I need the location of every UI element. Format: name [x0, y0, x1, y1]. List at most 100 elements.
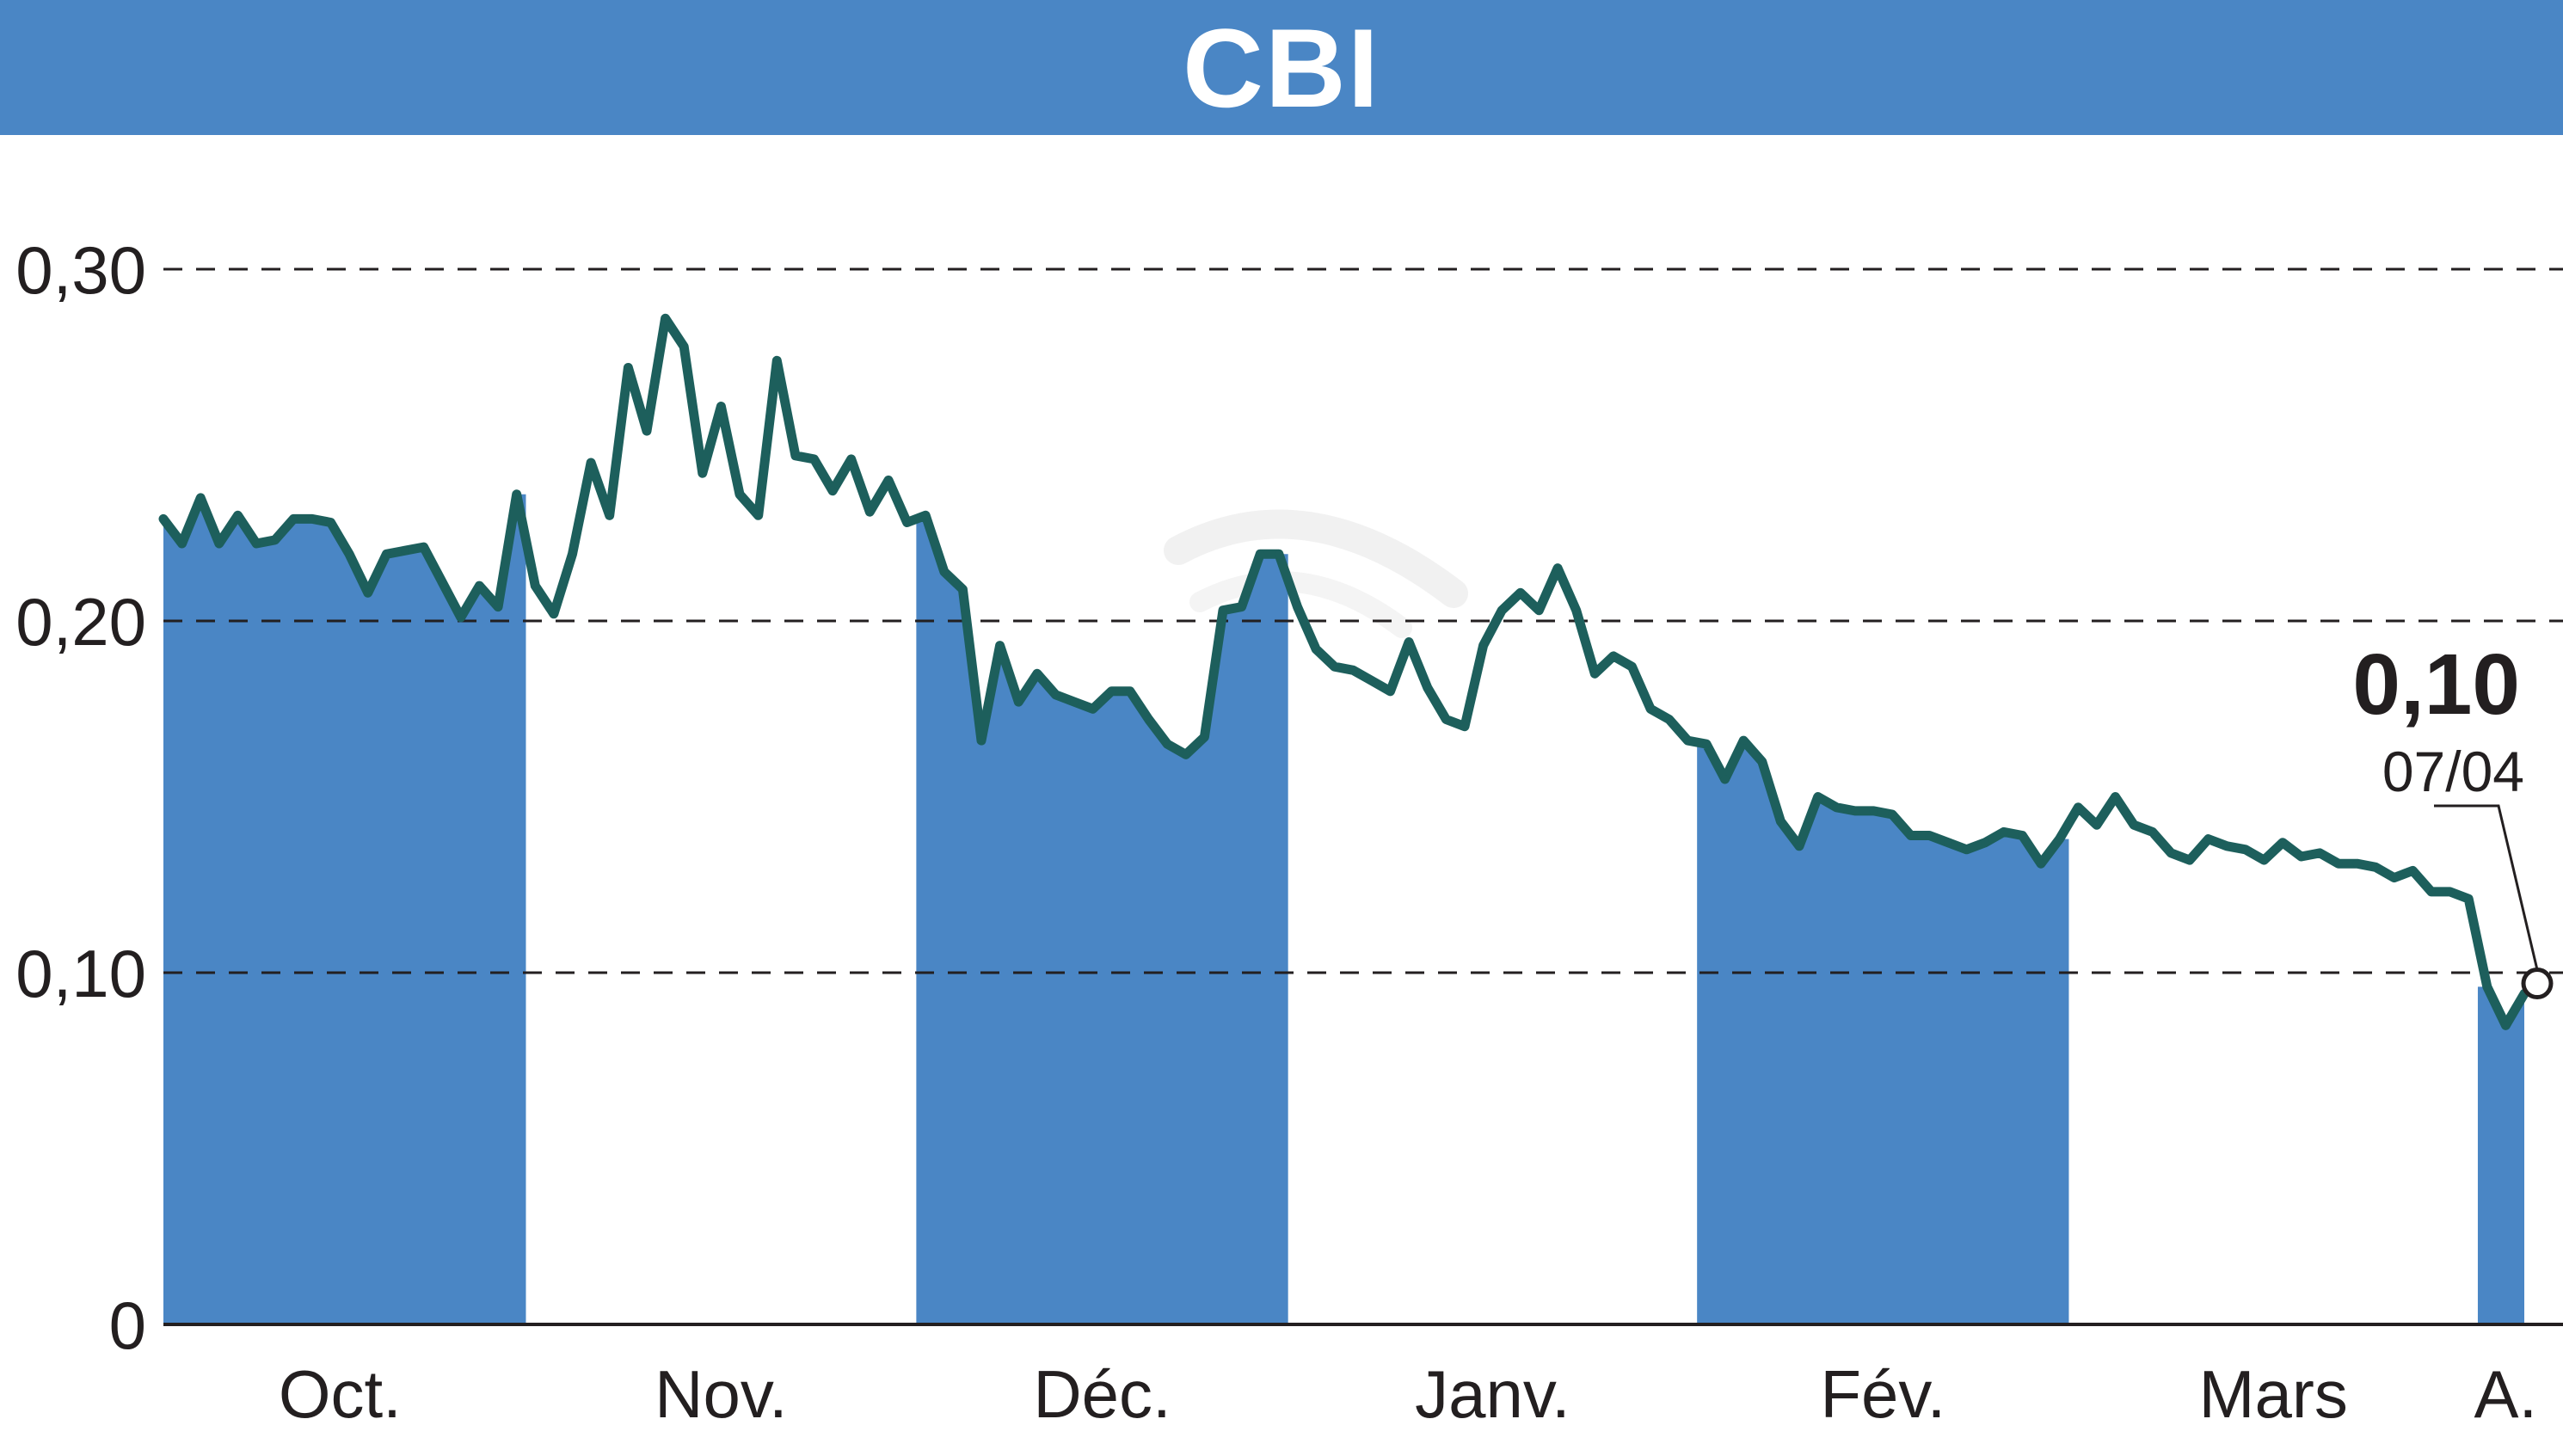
- data-point: [1646, 704, 1656, 714]
- data-point: [2389, 873, 2399, 882]
- data-point: [307, 514, 317, 524]
- data-point: [846, 454, 856, 464]
- data-point: [1070, 697, 1079, 707]
- data-point: [1571, 605, 1581, 615]
- data-point: [939, 567, 949, 576]
- x-tick-label: Janv.: [1415, 1356, 1570, 1432]
- data-point: [865, 507, 875, 517]
- data-point: [2445, 887, 2455, 896]
- y-tick-label: 0,10: [15, 936, 146, 1011]
- data-point: [1441, 715, 1451, 724]
- data-point: [1888, 809, 1897, 819]
- data-point: [921, 511, 931, 520]
- month-band-0: [163, 494, 526, 1324]
- data-point: [828, 486, 838, 495]
- data-point: [995, 641, 1005, 650]
- x-tick-label: Oct.: [279, 1356, 402, 1432]
- data-point: [1701, 740, 1711, 749]
- x-tick-label: Nov.: [655, 1356, 788, 1432]
- data-point: [252, 539, 261, 549]
- data-point: [2167, 848, 2176, 857]
- data-point: [1014, 697, 1023, 707]
- y-tick-label: 0,20: [15, 584, 146, 660]
- data-point: [1312, 644, 1321, 654]
- data-point: [1813, 792, 1822, 802]
- title-bar: CBI: [0, 0, 2563, 135]
- data-point: [1515, 588, 1525, 598]
- data-point: [958, 585, 968, 594]
- data-point: [2296, 852, 2306, 862]
- data-point: [1051, 690, 1060, 699]
- data-point: [1925, 831, 1934, 840]
- data-point: [1404, 637, 1414, 647]
- chart-title: CBI: [1183, 4, 1380, 131]
- data-point: [790, 451, 800, 460]
- last-value-label: 0,10: [2352, 636, 2520, 733]
- data-point: [456, 612, 465, 622]
- month-band-2: [916, 515, 1288, 1324]
- data-point: [1962, 845, 1971, 854]
- data-point: [1608, 651, 1618, 660]
- data-point: [1107, 686, 1116, 696]
- x-tick-label: A.: [2474, 1356, 2538, 1432]
- data-point: [2055, 834, 2064, 844]
- data-point: [363, 588, 372, 598]
- x-tick-label: Mars: [2199, 1356, 2348, 1432]
- data-point: [2501, 1021, 2511, 1030]
- price-points: [159, 314, 2529, 1030]
- data-point: [1832, 802, 1841, 812]
- data-point: [2185, 856, 2194, 865]
- data-point: [1274, 550, 1283, 559]
- price-line: [158, 313, 2529, 1030]
- data-point: [772, 356, 782, 366]
- data-point: [642, 427, 651, 436]
- data-point: [1349, 666, 1358, 675]
- data-point: [1776, 817, 1785, 826]
- data-point: [661, 314, 670, 323]
- data-point: [605, 511, 614, 520]
- data-point: [2222, 841, 2232, 851]
- data-point: [2018, 831, 2027, 840]
- data-point: [1032, 669, 1042, 679]
- data-point: [1683, 736, 1693, 746]
- data-point: [2426, 887, 2436, 896]
- last-date-label: 07/04: [2382, 740, 2524, 803]
- y-tick-label: 0,30: [15, 232, 146, 308]
- data-point: [2240, 845, 2250, 854]
- data-point: [1237, 602, 1246, 611]
- data-point: [1460, 722, 1469, 731]
- data-point: [531, 581, 540, 591]
- data-point: [289, 514, 298, 524]
- y-tick-label: 0: [109, 1287, 146, 1363]
- data-point: [1125, 686, 1134, 696]
- data-point: [2408, 866, 2418, 875]
- data-point: [2352, 859, 2362, 869]
- data-point: [2482, 982, 2492, 992]
- data-point: [1869, 806, 1878, 815]
- data-point: [475, 581, 484, 591]
- data-point: [159, 514, 168, 524]
- data-point: [2148, 827, 2157, 837]
- data-point: [1739, 736, 1749, 746]
- data-point: [1720, 775, 1730, 784]
- data-point: [2203, 834, 2213, 844]
- data-point: [2315, 848, 2325, 857]
- data-point: [1906, 831, 1915, 840]
- data-point: [494, 602, 503, 611]
- data-point: [1367, 676, 1376, 685]
- data-point: [270, 535, 280, 544]
- data-point: [698, 469, 707, 478]
- data-point: [809, 454, 819, 464]
- data-point: [1534, 605, 1544, 615]
- data-point: [587, 458, 596, 467]
- data-point: [2074, 802, 2083, 812]
- data-point: [1943, 838, 1952, 847]
- data-point: [549, 609, 558, 618]
- data-point: [1999, 827, 2008, 837]
- data-point: [400, 546, 409, 556]
- x-tick-label: Fév.: [1820, 1356, 1945, 1432]
- data-point: [1795, 841, 1804, 851]
- data-point: [2130, 820, 2139, 830]
- data-point: [1553, 563, 1563, 573]
